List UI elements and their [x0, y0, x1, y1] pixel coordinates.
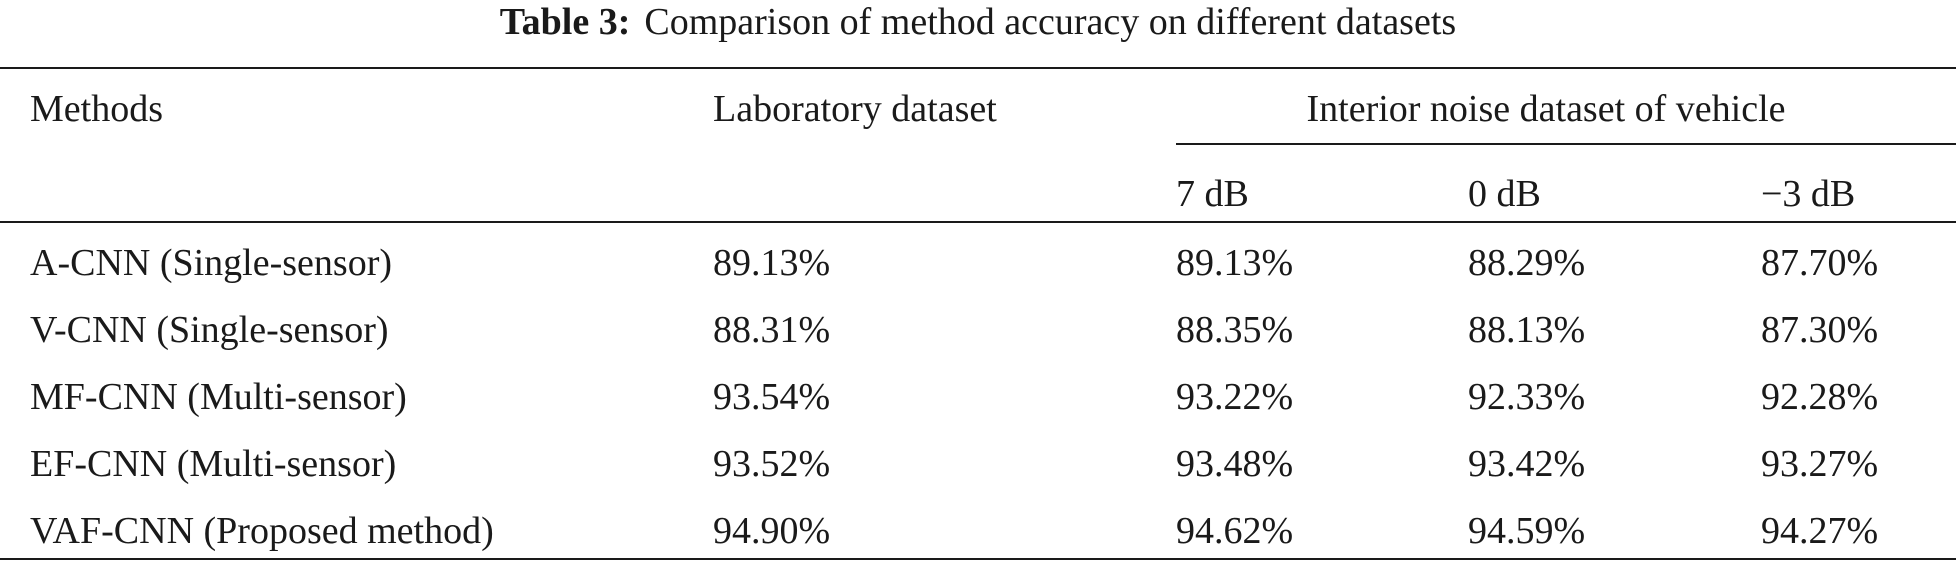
- cell-laboratory: 88.31%: [713, 309, 831, 351]
- cell-laboratory: 89.13%: [713, 242, 831, 284]
- cell-minus3db: 87.70%: [1761, 242, 1879, 284]
- cell-0db: 88.29%: [1468, 242, 1586, 284]
- header-interior-noise-dataset: Interior noise dataset of vehicle: [1306, 88, 1786, 130]
- cell-0db: 92.33%: [1468, 376, 1586, 418]
- header-minus3db: −3 dB: [1761, 173, 1856, 215]
- top-rule: [0, 67, 1956, 69]
- header-laboratory-dataset: Laboratory dataset: [713, 88, 997, 130]
- cell-method: A-CNN (Single-sensor): [30, 242, 393, 284]
- cell-method: MF-CNN (Multi-sensor): [30, 376, 407, 418]
- cell-0db: 93.42%: [1468, 443, 1586, 485]
- header-7db: 7 dB: [1176, 173, 1249, 215]
- header-methods: Methods: [30, 88, 163, 130]
- cell-7db: 89.13%: [1176, 242, 1294, 284]
- cell-minus3db: 94.27%: [1761, 510, 1879, 552]
- header-0db: 0 dB: [1468, 173, 1541, 215]
- cell-0db: 94.59%: [1468, 510, 1586, 552]
- cell-minus3db: 87.30%: [1761, 309, 1879, 351]
- cell-method: V-CNN (Single-sensor): [30, 309, 389, 351]
- table-caption-text: Comparison of method accuracy on differe…: [644, 1, 1457, 43]
- cell-7db: 93.22%: [1176, 376, 1294, 418]
- table-caption-label: Table 3:: [499, 1, 631, 43]
- cell-laboratory: 94.90%: [713, 510, 831, 552]
- cell-minus3db: 92.28%: [1761, 376, 1879, 418]
- table-caption: Table 3: Comparison of method accuracy on…: [0, 0, 1956, 46]
- cell-7db: 88.35%: [1176, 309, 1294, 351]
- cell-laboratory: 93.54%: [713, 376, 831, 418]
- cell-method: EF-CNN (Multi-sensor): [30, 443, 397, 485]
- bottom-rule: [0, 558, 1956, 560]
- cell-minus3db: 93.27%: [1761, 443, 1879, 485]
- cell-7db: 93.48%: [1176, 443, 1294, 485]
- header-rule: [0, 221, 1956, 223]
- cell-0db: 88.13%: [1468, 309, 1586, 351]
- interior-group-rule: [1176, 143, 1956, 145]
- cell-7db: 94.62%: [1176, 510, 1294, 552]
- cell-method: VAF-CNN (Proposed method): [30, 510, 494, 552]
- cell-laboratory: 93.52%: [713, 443, 831, 485]
